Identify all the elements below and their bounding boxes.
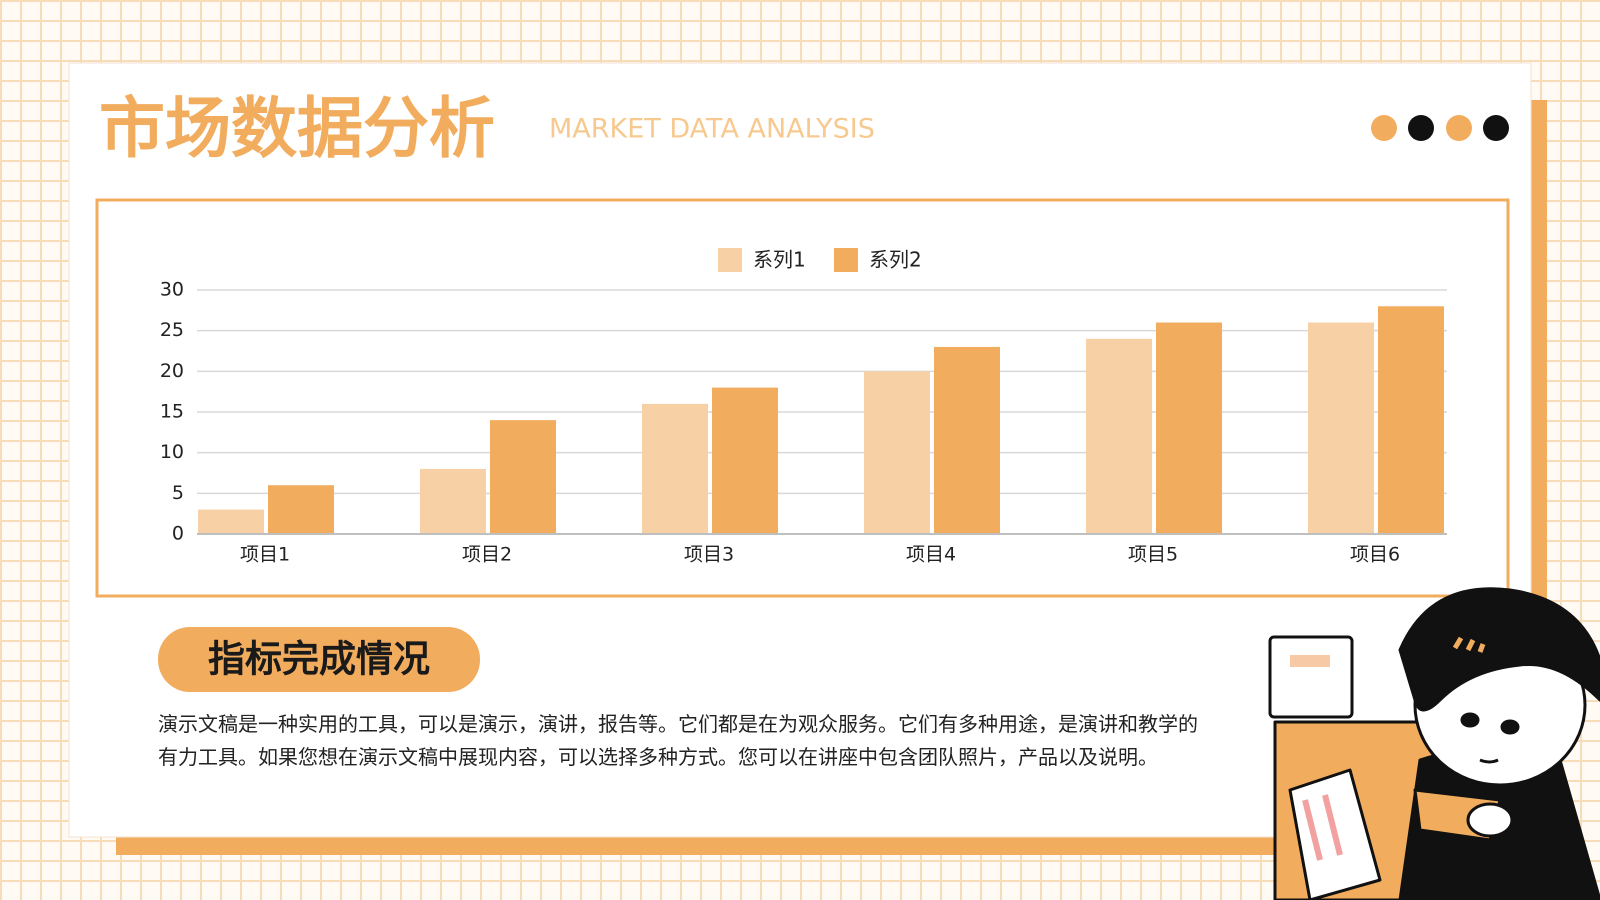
y-tick-label: 20 bbox=[160, 360, 184, 382]
phone-screen bbox=[1290, 655, 1330, 667]
y-tick-label: 30 bbox=[160, 279, 184, 301]
bar bbox=[268, 485, 334, 534]
bar bbox=[1156, 322, 1222, 534]
bar bbox=[934, 346, 1000, 534]
illustration bbox=[1268, 587, 1600, 900]
bar bbox=[490, 420, 556, 534]
paper-lines bbox=[1302, 794, 1343, 861]
legend-label: 系列2 bbox=[869, 248, 922, 272]
legend-label: 系列1 bbox=[753, 248, 806, 272]
dot bbox=[1483, 115, 1509, 141]
x-tick-label: 项目6 bbox=[1350, 544, 1400, 566]
bar bbox=[420, 468, 486, 534]
x-tick-label: 项目4 bbox=[906, 544, 956, 566]
y-tick-label: 10 bbox=[160, 441, 184, 463]
legend-swatch bbox=[718, 248, 742, 272]
y-tick-label: 25 bbox=[160, 319, 184, 341]
eye bbox=[1460, 712, 1480, 728]
hand bbox=[1466, 802, 1514, 838]
y-tick-label: 0 bbox=[172, 523, 184, 545]
bar bbox=[712, 387, 778, 534]
section-heading: 指标完成情况 bbox=[208, 638, 430, 681]
dot bbox=[1446, 115, 1472, 141]
x-tick-label: 项目2 bbox=[462, 544, 512, 566]
dot bbox=[1371, 115, 1397, 141]
hair bbox=[1398, 587, 1600, 712]
legend-swatch bbox=[834, 248, 858, 272]
eye bbox=[1500, 719, 1520, 735]
title: 市场数据分析 bbox=[99, 90, 495, 167]
phone bbox=[1268, 635, 1354, 719]
bar bbox=[642, 403, 708, 534]
mouth bbox=[1479, 758, 1499, 764]
chart: 0 5 10 15 20 25 30 系列1 系列2 项目1 项目2 项目3 项目4 项目5 项目6 bbox=[160, 248, 1447, 566]
y-tick-label: 5 bbox=[172, 482, 184, 504]
bar bbox=[1086, 338, 1152, 534]
x-tick-label: 项目1 bbox=[240, 544, 290, 566]
section-pill bbox=[158, 627, 480, 692]
y-tick-label: 15 bbox=[160, 401, 184, 423]
bar bbox=[864, 371, 930, 534]
hair-shine bbox=[1452, 636, 1486, 653]
x-tick-label: 项目3 bbox=[684, 544, 734, 566]
bar bbox=[198, 509, 264, 534]
dot bbox=[1408, 115, 1434, 141]
bar bbox=[1378, 306, 1444, 534]
section-body: 演示文稿是一种实用的工具，可以是演示，演讲，报告等。它们都是在为观众服务。它们有… bbox=[158, 712, 1198, 769]
subtitle: MARKET DATA ANALYSIS bbox=[549, 114, 875, 145]
bar bbox=[1308, 322, 1374, 534]
x-tick-label: 项目5 bbox=[1128, 544, 1178, 566]
